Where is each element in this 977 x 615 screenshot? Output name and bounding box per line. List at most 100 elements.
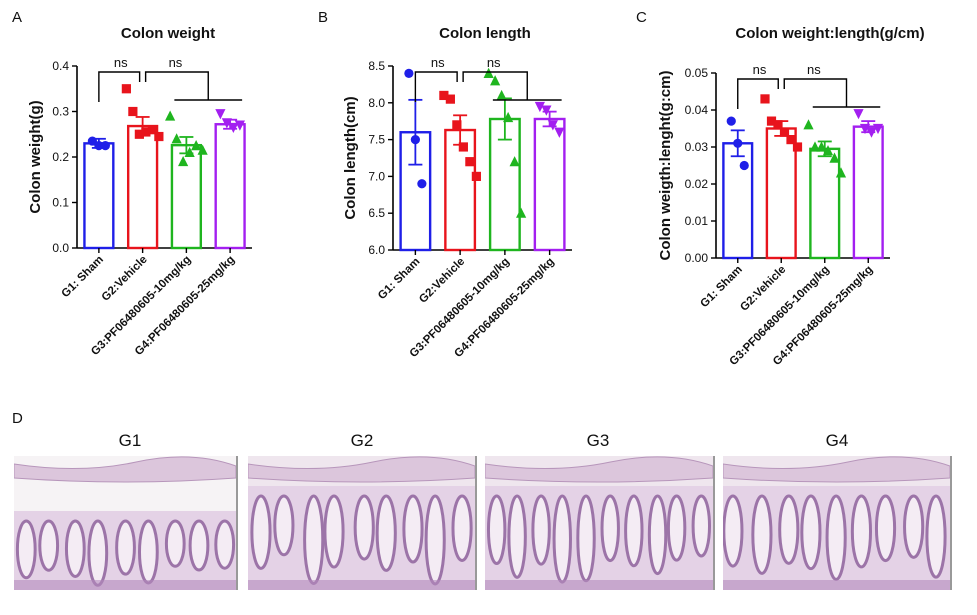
crypt bbox=[691, 494, 712, 558]
data-point bbox=[178, 155, 189, 167]
significance-bracket bbox=[737, 78, 779, 109]
data-point bbox=[733, 138, 743, 148]
data-point bbox=[184, 146, 195, 158]
significance-label: ns bbox=[487, 55, 501, 70]
crypt bbox=[903, 494, 925, 559]
significance-bracket bbox=[462, 71, 562, 101]
data-point bbox=[404, 68, 414, 78]
tissue bbox=[14, 456, 236, 590]
data-point bbox=[121, 84, 131, 94]
lumen-edge bbox=[723, 580, 950, 590]
y-tick-label: 0.0 bbox=[52, 241, 69, 255]
data-point bbox=[859, 123, 871, 135]
y-tick-label: 7.0 bbox=[368, 169, 385, 183]
y-tick-label: 8.5 bbox=[368, 59, 385, 73]
data-point bbox=[554, 127, 565, 138]
data-point bbox=[773, 120, 783, 130]
histology-image bbox=[248, 456, 477, 590]
data-point bbox=[465, 157, 475, 167]
crypt bbox=[507, 494, 527, 579]
crypt bbox=[15, 519, 37, 580]
data-point bbox=[803, 119, 814, 130]
data-point bbox=[739, 160, 749, 171]
data-point bbox=[439, 90, 449, 101]
data-point bbox=[154, 131, 164, 142]
bar bbox=[809, 147, 841, 260]
bar bbox=[852, 125, 884, 260]
bar bbox=[444, 128, 477, 252]
crypt bbox=[825, 494, 847, 581]
data-point bbox=[779, 127, 790, 137]
y-tick-label: 8.0 bbox=[368, 96, 385, 110]
crypt bbox=[666, 494, 687, 562]
crypt bbox=[303, 494, 325, 585]
crypt bbox=[353, 494, 375, 561]
data-point bbox=[835, 167, 847, 178]
data-point bbox=[452, 120, 462, 130]
data-point bbox=[147, 125, 157, 135]
data-point bbox=[171, 133, 182, 144]
crypt bbox=[164, 519, 186, 568]
data-point bbox=[786, 135, 796, 145]
crypt bbox=[38, 519, 60, 572]
data-point bbox=[215, 109, 226, 120]
data-point bbox=[496, 89, 507, 101]
y-axis-title: Colon weight(g) bbox=[27, 100, 44, 213]
panel-label: C bbox=[636, 9, 647, 26]
lumen-edge bbox=[248, 580, 475, 590]
crypt bbox=[137, 519, 159, 585]
y-tick-label: 0.03 bbox=[685, 140, 709, 154]
panel-label: B bbox=[318, 9, 328, 26]
data-point bbox=[809, 141, 821, 152]
data-point bbox=[410, 135, 420, 145]
crypt bbox=[375, 494, 397, 572]
data-point bbox=[726, 116, 736, 126]
data-point bbox=[141, 127, 151, 137]
crypt bbox=[647, 494, 668, 576]
crypt bbox=[751, 494, 773, 575]
data-point bbox=[490, 75, 501, 86]
muscle-layer bbox=[14, 456, 236, 483]
crypt bbox=[87, 519, 109, 587]
significance-label: ns bbox=[431, 55, 445, 70]
crypt bbox=[323, 494, 345, 569]
histology-image bbox=[485, 456, 715, 590]
data-point bbox=[165, 110, 176, 121]
y-tick-label: 0.04 bbox=[685, 103, 709, 117]
muscle-layer bbox=[248, 456, 475, 483]
y-tick-label: 0.00 bbox=[685, 251, 709, 265]
significance-label: ns bbox=[169, 55, 183, 70]
significance-bracket bbox=[414, 71, 458, 102]
y-tick-label: 0.1 bbox=[52, 196, 69, 210]
bar bbox=[170, 143, 203, 250]
data-point bbox=[760, 94, 770, 104]
crypt bbox=[424, 494, 446, 586]
y-tick-label: 0.4 bbox=[52, 59, 69, 73]
data-point bbox=[816, 141, 827, 152]
crypt bbox=[214, 519, 236, 570]
panel-label: D bbox=[12, 410, 23, 427]
data-point bbox=[94, 141, 104, 151]
data-point bbox=[503, 111, 514, 123]
tissue bbox=[485, 456, 713, 590]
bar bbox=[722, 142, 754, 260]
image-label: G2 bbox=[351, 431, 374, 450]
crypt bbox=[115, 519, 136, 576]
bar bbox=[214, 123, 246, 250]
crypt bbox=[624, 494, 644, 568]
y-axis-title: Colon length(cm) bbox=[342, 96, 359, 219]
bar bbox=[765, 127, 797, 260]
data-point bbox=[483, 67, 494, 78]
crypt bbox=[273, 494, 295, 557]
crypt bbox=[850, 494, 873, 569]
y-tick-label: 6.0 bbox=[368, 243, 385, 257]
data-point bbox=[471, 171, 481, 181]
data-point bbox=[458, 142, 468, 152]
significance-bracket bbox=[98, 71, 141, 102]
y-tick-label: 0.02 bbox=[685, 177, 709, 191]
panel-label: A bbox=[12, 9, 22, 26]
data-point bbox=[853, 109, 864, 120]
chart-title: Colon length bbox=[439, 25, 531, 42]
y-tick-label: 0.05 bbox=[685, 66, 709, 80]
